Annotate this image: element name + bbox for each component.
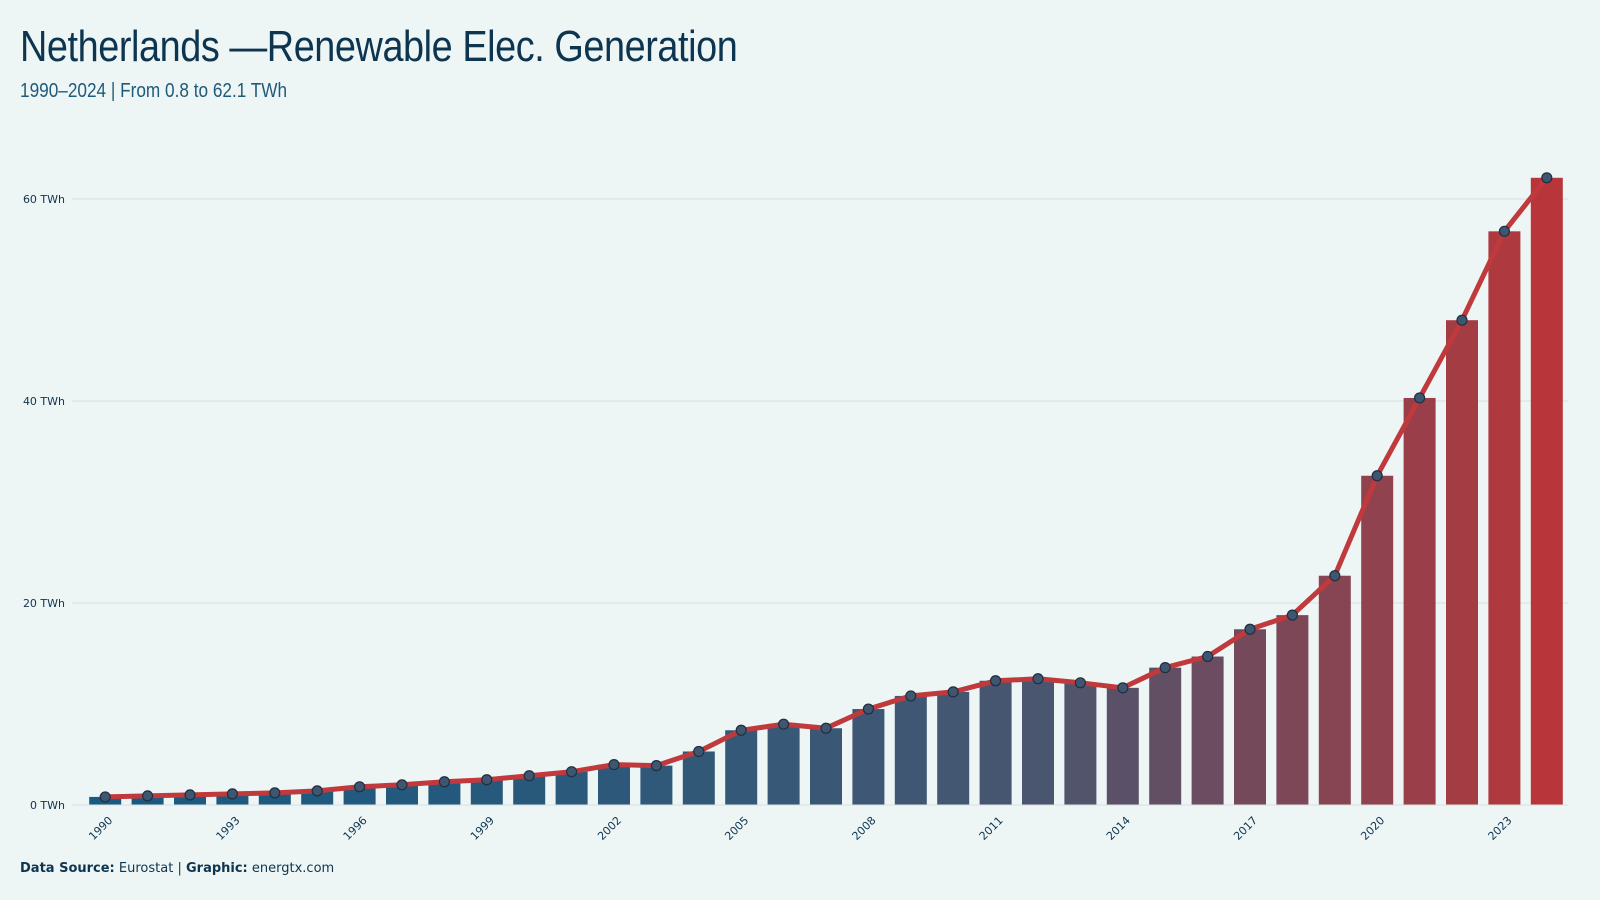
bar-2019 xyxy=(1318,575,1351,805)
x-tick-label: 2008 xyxy=(850,814,879,843)
graphic-label: Graphic: xyxy=(185,861,248,876)
point-2002 xyxy=(608,758,620,771)
point-2008 xyxy=(862,703,875,715)
bar-2020 xyxy=(1361,475,1394,805)
bar-2009 xyxy=(894,695,927,805)
bar-1998 xyxy=(428,781,461,805)
point-2012 xyxy=(1032,673,1044,685)
y-tick-label: 20 TWh xyxy=(23,597,65,610)
point-2013 xyxy=(1074,677,1087,689)
bar-2005 xyxy=(725,730,758,805)
source-value: Eurostat xyxy=(118,861,174,876)
bar-2024 xyxy=(1530,177,1563,806)
point-2005 xyxy=(735,724,747,736)
bar-2015 xyxy=(1149,667,1182,805)
point-1999 xyxy=(481,774,493,786)
x-tick-label: 2020 xyxy=(1358,814,1387,843)
x-tick-label: 2002 xyxy=(595,814,624,843)
point-2023 xyxy=(1498,225,1511,237)
point-2009 xyxy=(905,690,917,702)
bar-1997 xyxy=(386,784,418,805)
point-2014 xyxy=(1117,682,1129,694)
x-tick-label: 1993 xyxy=(214,814,243,843)
x-tick-label: 1996 xyxy=(341,814,370,843)
bar-layer xyxy=(89,177,1563,806)
point-2024 xyxy=(1541,172,1553,184)
x-tick-label: 2014 xyxy=(1104,814,1133,843)
chart-footer: Data Source: Eurostat | Graphic: energtx… xyxy=(20,861,334,876)
point-2021 xyxy=(1413,392,1426,404)
bar-2011 xyxy=(979,680,1012,805)
point-2011 xyxy=(989,675,1002,687)
point-2001 xyxy=(565,766,578,778)
bar-2002 xyxy=(598,764,630,805)
x-tick-label: 1990 xyxy=(86,814,115,843)
point-2007 xyxy=(820,722,832,734)
grid-layer xyxy=(72,198,1568,604)
point-1993 xyxy=(226,788,238,800)
bar-2022 xyxy=(1446,320,1478,805)
y-tick-label: 40 TWh xyxy=(23,395,65,408)
chart-subtitle: 1990–2024 | From 0.8 to 62.1 TWh xyxy=(20,80,288,102)
bar-2008 xyxy=(852,709,885,805)
line-layer xyxy=(99,172,1553,803)
bar-2012 xyxy=(1022,678,1054,805)
point-2016 xyxy=(1201,650,1214,663)
bar-2006 xyxy=(767,724,800,805)
x-tick-label: 2017 xyxy=(1231,814,1260,843)
bar-1995 xyxy=(301,790,334,805)
footer-separator: | xyxy=(177,861,182,876)
point-1992 xyxy=(184,789,196,801)
bar-2003 xyxy=(640,765,673,805)
y-tick-label: 0 TWh xyxy=(30,799,65,812)
bar-2021 xyxy=(1403,397,1436,805)
bar-2013 xyxy=(1064,682,1097,805)
point-1998 xyxy=(438,776,450,788)
point-1990 xyxy=(99,791,111,803)
y-tick-label: 60 TWh xyxy=(23,193,65,206)
x-tick-label: 2005 xyxy=(722,814,751,843)
point-2018 xyxy=(1286,609,1299,621)
bar-2017 xyxy=(1234,629,1266,805)
point-2006 xyxy=(777,718,790,730)
bar-1996 xyxy=(343,786,376,805)
bar-1994 xyxy=(258,792,291,805)
point-1994 xyxy=(269,787,281,799)
bar-2018 xyxy=(1276,615,1309,805)
x-tick-label: 2011 xyxy=(977,814,1006,843)
point-2022 xyxy=(1456,314,1468,326)
bar-2023 xyxy=(1488,231,1521,805)
point-2010 xyxy=(947,686,959,698)
point-1995 xyxy=(311,785,323,797)
source-label: Data Source: xyxy=(20,861,115,876)
bar-2007 xyxy=(810,728,842,805)
bar-2014 xyxy=(1106,687,1139,805)
bar-2004 xyxy=(682,751,715,805)
point-2020 xyxy=(1371,470,1383,482)
x-tick-label: 1999 xyxy=(468,814,497,843)
point-2017 xyxy=(1244,623,1256,635)
bar-2010 xyxy=(937,691,970,805)
point-2015 xyxy=(1159,662,1171,674)
point-1991 xyxy=(142,790,154,802)
point-2000 xyxy=(523,770,535,782)
point-2019 xyxy=(1329,570,1341,582)
graphic-value: energtx.com xyxy=(251,861,335,876)
point-2004 xyxy=(693,745,705,758)
chart-title: Netherlands —Renewable Elec. Generation xyxy=(20,22,738,71)
point-1996 xyxy=(354,781,366,793)
point-2003 xyxy=(650,760,663,772)
point-1997 xyxy=(396,779,408,791)
bar-2016 xyxy=(1191,656,1224,805)
x-tick-label: 2023 xyxy=(1486,814,1515,843)
